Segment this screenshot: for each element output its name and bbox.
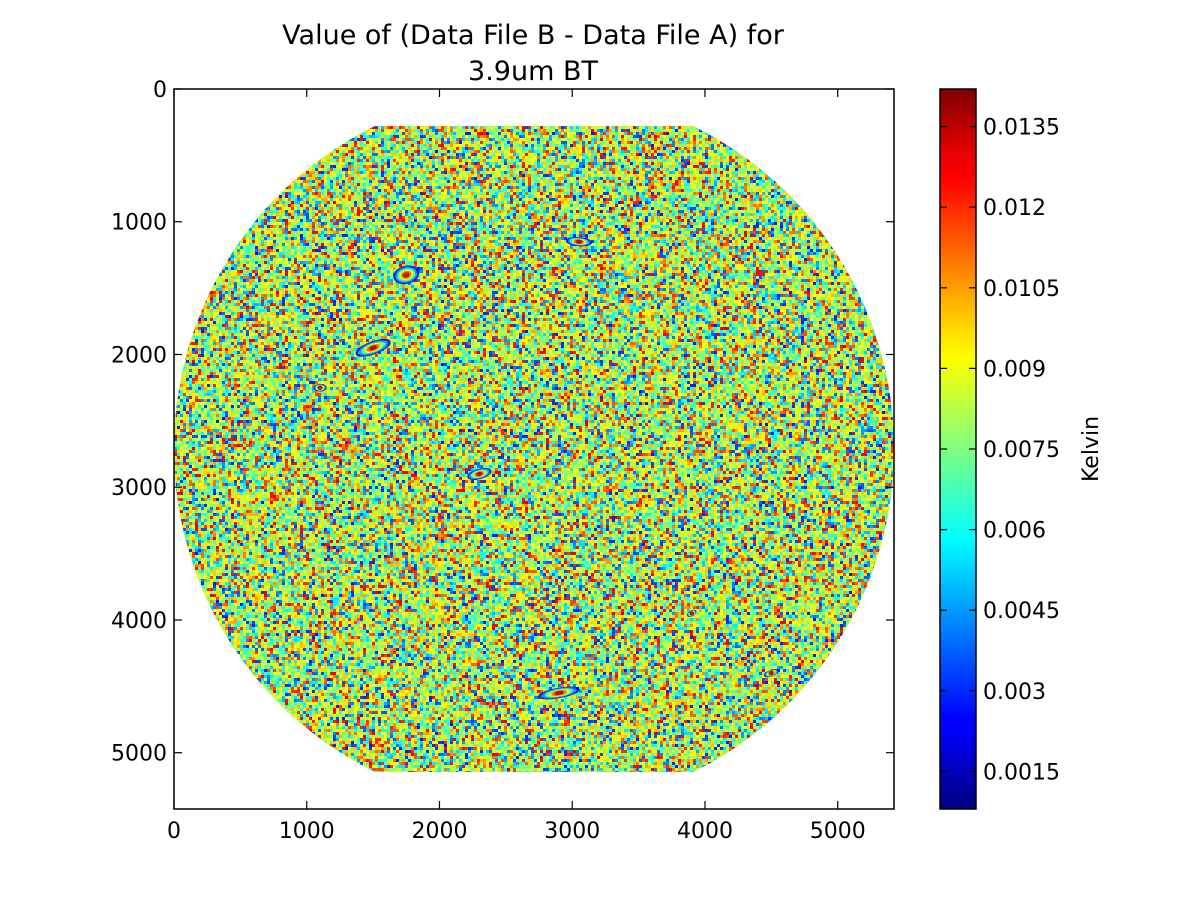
colorbar-tick-label: 0.0045 [983,599,1060,624]
chart-title-line-1: Value of (Data File B - Data File A) for [282,20,785,51]
x-tick-label: 0 [167,819,181,844]
x-tick-label: 5000 [810,819,866,844]
y-tick-label: 5000 [111,742,167,767]
colorbar-tick-label: 0.003 [983,680,1046,705]
colorbar-tick-label: 0.0015 [983,760,1060,785]
y-axis: 0 1000 2000 3000 4000 5000 [111,78,894,767]
colorbar-ticks: 0.0015 0.003 0.0045 0.006 0.0075 0.009 0.0105 0… [940,116,1060,785]
colorbar-label: Kelvin [1079,416,1104,482]
y-tick-label: 2000 [111,343,167,368]
colorbar-tick-label: 0.0135 [983,116,1060,141]
plot-area [174,126,894,772]
plot-frame [173,88,895,810]
colorbar-tick-label: 0.0105 [983,277,1060,302]
colorbar-tick-label: 0.009 [983,357,1046,382]
x-axis: 0 1000 2000 3000 4000 5000 [167,89,866,844]
x-tick-label: 2000 [411,819,467,844]
y-tick-label: 0 [153,78,167,103]
x-tick-label: 1000 [279,819,335,844]
x-tick-label: 3000 [544,819,600,844]
satellite-disk-image [174,126,894,772]
chart-title-line-2: 3.9um BT [468,56,598,87]
disk-feature-bands [313,236,779,700]
colorbar-tick-label: 0.006 [983,519,1046,544]
colorbar-tick-label: 0.0075 [983,438,1060,463]
y-tick-label: 1000 [111,211,167,236]
y-tick-label: 3000 [111,476,167,501]
x-tick-label: 4000 [677,819,733,844]
colorbar-tick-label: 0.012 [983,196,1046,221]
y-tick-label: 4000 [111,609,167,634]
colorbar: 0.0015 0.003 0.0045 0.006 0.0075 0.009 0.0105 0… [939,88,1104,810]
disk-noise-layer [174,126,894,772]
chart-title: Value of (Data File B - Data File A) for… [282,20,785,87]
